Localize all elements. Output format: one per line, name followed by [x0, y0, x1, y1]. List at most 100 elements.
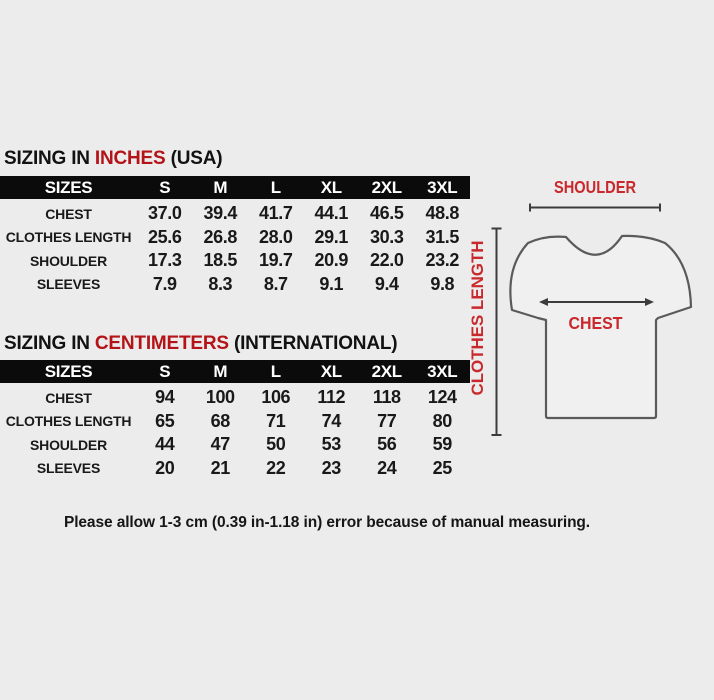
shoulder-measure-line — [529, 203, 661, 212]
size-value: 68 — [210, 410, 231, 431]
measuring-error-note: Please allow 1-3 cm (0.39 in-1.18 in) er… — [63, 514, 591, 531]
size-value: 39.4 — [203, 203, 238, 224]
size-value: 44 — [155, 434, 175, 455]
chest-label: CHEST — [569, 313, 623, 333]
size-value: 17.3 — [148, 250, 182, 271]
size-value: 44.1 — [314, 203, 349, 224]
size-value: 24 — [377, 457, 397, 478]
header-cell-l: L — [270, 177, 281, 197]
size-value: 118 — [372, 387, 401, 408]
size-value: 46.5 — [370, 203, 404, 224]
header-cell-3xl: 3XL — [427, 361, 458, 381]
size-value: 47 — [210, 434, 231, 455]
size-value: 74 — [321, 410, 342, 431]
header-cell-l: L — [270, 361, 281, 381]
header-cell-sizes: SIZES — [44, 177, 93, 197]
section-title-inches: SIZING IN INCHES (USA) — [4, 148, 223, 170]
header-cell-xl: XL — [320, 361, 342, 381]
header-cell-m: M — [213, 361, 228, 381]
title-unit-inches: INCHES — [94, 148, 166, 169]
table-row-shoulder: SHOULDER 44 47 50 53 56 59 — [0, 433, 470, 457]
header-cell-s: S — [159, 361, 171, 381]
row-label: SLEEVES — [36, 460, 101, 477]
table-row-chest: CHEST 94 100 106 112 118 124 — [0, 386, 470, 410]
size-value: 8.7 — [263, 273, 288, 294]
size-value: 28.0 — [259, 226, 293, 247]
size-value: 30.3 — [370, 226, 404, 247]
size-value: 77 — [377, 410, 397, 431]
title-prefix: SIZING IN — [4, 333, 95, 354]
row-label: SHOULDER — [30, 252, 107, 269]
size-value: 124 — [427, 387, 457, 408]
size-value: 9.1 — [319, 273, 344, 294]
size-value: 25.6 — [148, 226, 182, 247]
inches-size-table: SIZES S M L XL 2XL 3XL CHEST 37.0 39.4 4… — [0, 176, 470, 296]
chest-arrow — [539, 298, 654, 306]
header-cell-xl: XL — [320, 177, 342, 197]
row-label: CLOTHES LENGTH — [5, 413, 132, 430]
size-value: 94 — [155, 387, 175, 408]
table-row-clothes-length: CLOTHES LENGTH 25.6 26.8 28.0 29.1 30.3 … — [0, 226, 470, 250]
clothes-length-measure-line — [491, 227, 502, 436]
size-value: 22 — [266, 457, 286, 478]
table-row-clothes-length: CLOTHES LENGTH 65 68 71 74 77 80 — [0, 410, 470, 434]
table-row-chest: CHEST 37.0 39.4 41.7 44.1 46.5 48.8 — [0, 202, 470, 226]
size-value: 106 — [261, 387, 291, 408]
row-label: CLOTHES LENGTH — [5, 229, 132, 246]
header-cell-2xl: 2XL — [371, 177, 403, 197]
tshirt-outline — [509, 234, 693, 420]
header-cell-sizes: SIZES — [44, 361, 93, 381]
size-value: 26.8 — [203, 226, 238, 247]
centimeters-table-body: CHEST 94 100 106 112 118 124 CLOTHES LEN… — [0, 383, 470, 480]
row-label: SHOULDER — [30, 436, 107, 453]
table-row-shoulder: SHOULDER 17.3 18.5 19.7 20.9 22.0 23.2 — [0, 249, 470, 273]
header-cell-s: S — [159, 177, 171, 197]
shoulder-label: SHOULDER — [554, 177, 636, 197]
size-value: 7.9 — [152, 273, 177, 294]
header-cell-3xl: 3XL — [427, 177, 458, 197]
row-label: CHEST — [45, 389, 92, 406]
size-value: 21 — [210, 457, 231, 478]
size-value: 31.5 — [425, 226, 460, 247]
title-suffix: (USA) — [165, 148, 223, 169]
section-title-centimeters: SIZING IN CENTIMETERS (INTERNATIONAL) — [4, 333, 398, 355]
size-value: 20 — [155, 457, 175, 478]
row-label: SLEEVES — [36, 276, 101, 293]
inches-table-body: CHEST 37.0 39.4 41.7 44.1 46.5 48.8 CLOT… — [0, 199, 470, 296]
size-value: 65 — [155, 410, 175, 431]
size-value: 25 — [432, 457, 453, 478]
size-value: 9.4 — [374, 273, 399, 294]
size-value: 19.7 — [259, 250, 293, 271]
tshirt-measurement-diagram: SHOULDER CLOTHES LENGTH CHEST — [469, 177, 693, 436]
size-value: 23 — [321, 457, 342, 478]
size-value: 29.1 — [314, 226, 349, 247]
size-value: 9.8 — [430, 273, 455, 294]
size-value: 53 — [321, 434, 342, 455]
title-unit-centimeters: CENTIMETERS — [94, 333, 229, 354]
size-value: 71 — [266, 410, 286, 431]
size-value: 112 — [317, 387, 346, 408]
size-value: 22.0 — [370, 250, 404, 271]
row-label: CHEST — [45, 205, 92, 222]
size-value: 37.0 — [148, 203, 182, 224]
size-value: 18.5 — [203, 250, 238, 271]
header-cell-m: M — [213, 177, 228, 197]
title-prefix: SIZING IN — [4, 148, 95, 169]
sizes-header-bar: SIZES S M L XL 2XL 3XL — [0, 176, 470, 199]
size-value: 8.3 — [208, 273, 233, 294]
table-row-sleeves: SLEEVES 7.9 8.3 8.7 9.1 9.4 9.8 — [0, 273, 470, 297]
size-value: 56 — [377, 434, 397, 455]
size-value: 20.9 — [314, 250, 349, 271]
size-value: 100 — [205, 387, 235, 408]
header-cell-2xl: 2XL — [371, 361, 403, 381]
size-value: 41.7 — [259, 203, 293, 224]
centimeters-size-table: SIZES S M L XL 2XL 3XL CHEST 94 100 106 … — [0, 360, 470, 480]
size-value: 80 — [432, 410, 453, 431]
title-suffix: (INTERNATIONAL) — [228, 333, 398, 354]
sizes-header-bar: SIZES S M L XL 2XL 3XL — [0, 360, 470, 383]
clothes-length-label: CLOTHES LENGTH — [469, 241, 487, 396]
size-value: 48.8 — [425, 203, 460, 224]
table-row-sleeves: SLEEVES 20 21 22 23 24 25 — [0, 457, 470, 481]
size-value: 59 — [432, 434, 453, 455]
